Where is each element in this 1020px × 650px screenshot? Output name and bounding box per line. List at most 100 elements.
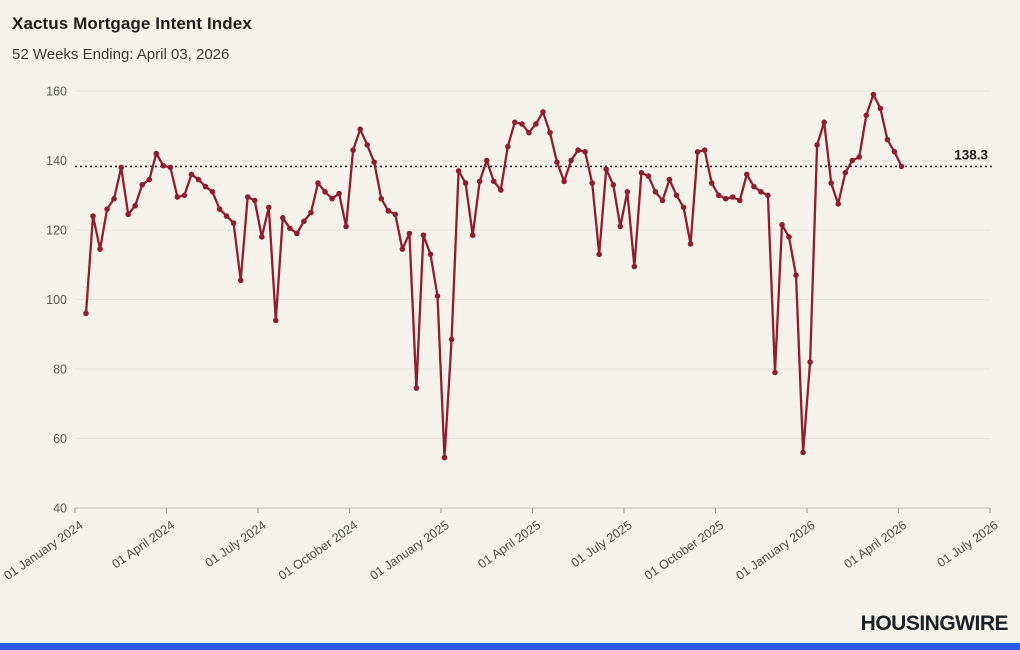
data-point: [659, 197, 666, 204]
x-axis-tick-label: 01 July 2024: [203, 518, 269, 570]
brand-accent-bar: [0, 643, 1020, 650]
y-axis-tick-label: 140: [46, 154, 67, 168]
data-point: [540, 109, 546, 115]
data-point: [448, 336, 455, 343]
data-point: [554, 159, 560, 165]
data-point: [237, 277, 244, 284]
data-point: [744, 171, 750, 178]
data-point: [146, 176, 153, 183]
data-point: [533, 121, 539, 127]
data-point: [575, 147, 581, 153]
data-point: [807, 359, 813, 365]
data-point: [512, 119, 518, 126]
data-point: [153, 150, 160, 157]
data-point: [139, 182, 145, 188]
data-point: [561, 178, 567, 185]
data-point: [476, 178, 483, 185]
data-point: [280, 215, 286, 221]
data-point: [104, 206, 110, 212]
data-point: [181, 192, 188, 199]
data-point: [694, 149, 701, 155]
data-point: [519, 121, 525, 127]
data-point: [294, 230, 300, 237]
data-point: [568, 157, 574, 164]
data-point: [835, 201, 841, 207]
data-point: [287, 225, 293, 232]
x-axis-tick-label: 01 April 2026: [841, 518, 909, 571]
y-axis-tick-label: 120: [46, 224, 67, 238]
data-point: [223, 213, 230, 219]
data-point: [111, 195, 117, 202]
data-point: [589, 180, 595, 186]
reference-line-label: 138.3: [954, 147, 988, 162]
data-point: [526, 129, 532, 136]
data-point: [898, 163, 905, 170]
y-axis-tick-label: 100: [46, 293, 67, 307]
data-point: [350, 147, 356, 153]
data-point: [498, 187, 504, 193]
data-point: [308, 209, 314, 216]
data-point: [90, 213, 96, 219]
data-point: [863, 112, 870, 119]
data-point: [505, 143, 511, 150]
data-point: [118, 164, 124, 171]
data-point: [392, 211, 399, 218]
data-point: [406, 230, 413, 237]
data-point: [849, 157, 856, 164]
x-axis-tick-label: 01 July 2025: [569, 518, 635, 570]
data-point: [125, 211, 131, 218]
y-axis-tick-label: 60: [53, 432, 67, 446]
x-axis-tick-label: 01 July 2026: [935, 518, 1001, 570]
data-point: [378, 195, 385, 202]
data-point: [737, 197, 743, 204]
data-point: [469, 232, 476, 238]
data-point: [758, 189, 764, 195]
data-point: [610, 182, 617, 188]
data-point: [266, 204, 272, 211]
data-point: [856, 154, 863, 160]
data-point: [715, 192, 722, 199]
data-point: [385, 208, 392, 214]
data-point: [891, 149, 898, 155]
data-point: [547, 129, 553, 136]
page-title: Xactus Mortgage Intent Index: [12, 14, 252, 33]
data-point: [751, 183, 757, 190]
data-point: [870, 91, 877, 98]
data-point: [273, 317, 279, 324]
data-point: [666, 176, 673, 183]
data-point: [701, 147, 708, 153]
data-point: [765, 192, 771, 199]
data-point: [483, 157, 490, 164]
data-point: [251, 197, 258, 204]
data-point: [301, 218, 307, 225]
x-axis-tick-label: 01 April 2024: [109, 518, 177, 571]
data-point: [230, 220, 237, 226]
data-point: [167, 164, 174, 171]
data-point: [884, 136, 891, 143]
data-point: [209, 189, 216, 195]
data-point: [174, 194, 181, 200]
data-point: [603, 166, 609, 172]
data-point: [195, 176, 202, 183]
data-point: [259, 234, 265, 240]
data-point: [413, 385, 420, 391]
y-axis-tick-label: 160: [46, 85, 67, 99]
data-point: [800, 449, 806, 456]
y-axis-tick-label: 40: [53, 502, 67, 516]
data-point: [322, 189, 328, 195]
index-line: [84, 93, 903, 459]
data-point: [786, 234, 792, 240]
data-point: [491, 178, 497, 185]
data-point: [631, 263, 638, 270]
data-point: [160, 162, 167, 169]
data-point: [645, 173, 652, 179]
data-point: [687, 241, 694, 247]
data-point: [708, 180, 715, 186]
data-point: [617, 223, 624, 230]
data-point: [315, 180, 321, 186]
data-point: [680, 204, 687, 211]
data-point: [364, 142, 371, 148]
data-point: [434, 293, 441, 299]
data-point: [730, 194, 736, 200]
data-point: [596, 251, 602, 258]
